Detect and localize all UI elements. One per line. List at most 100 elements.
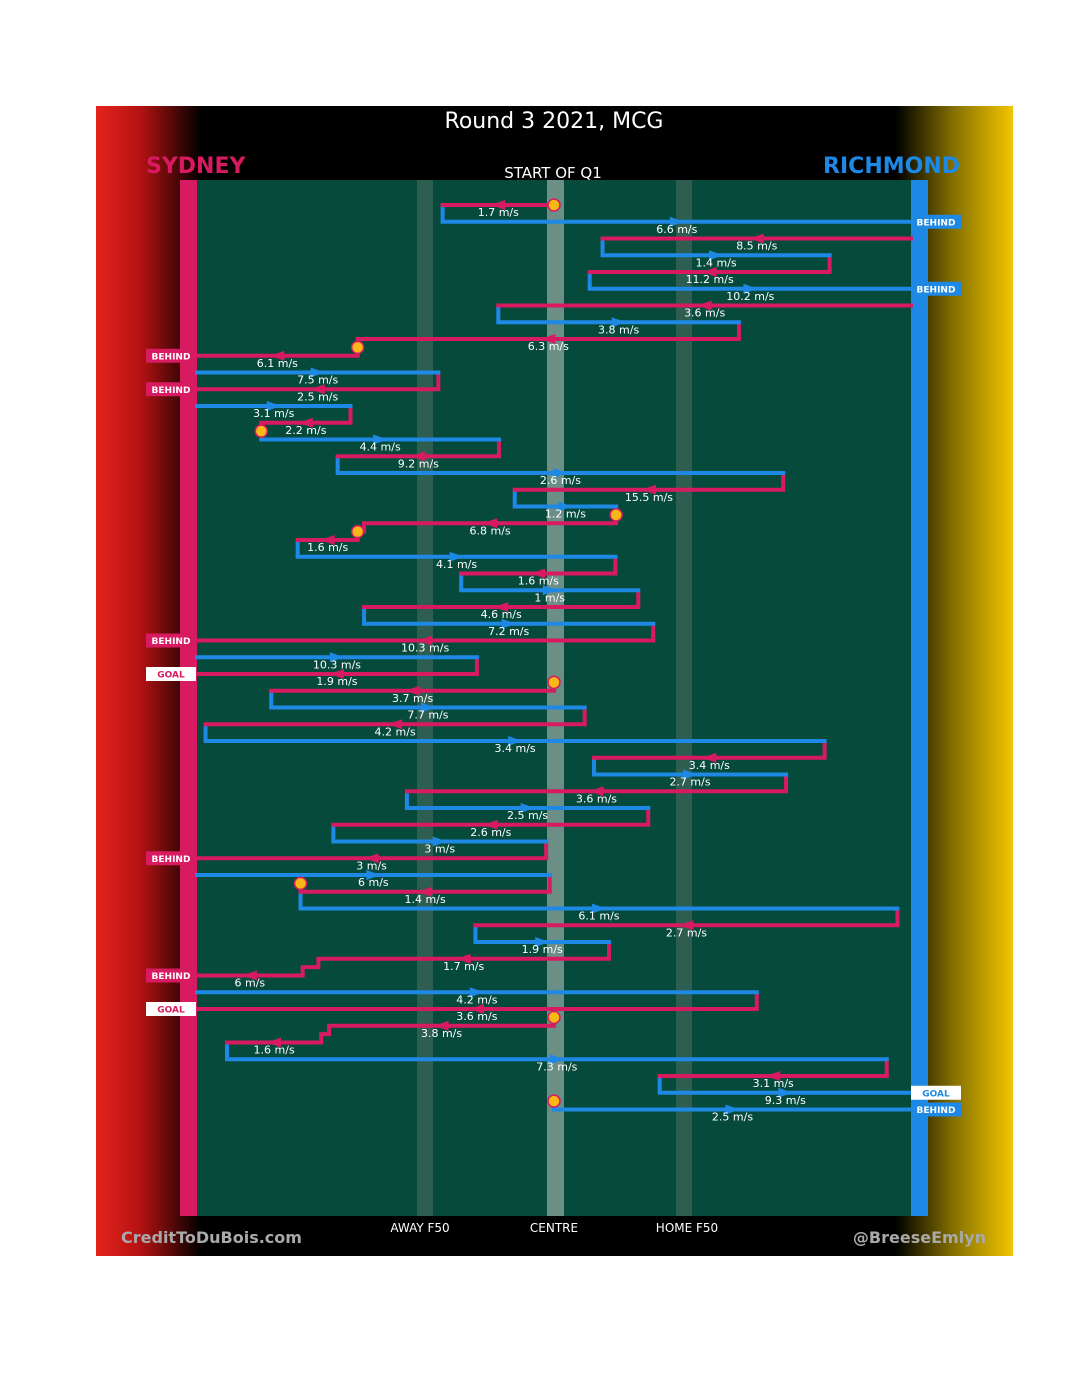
direction-arrow: [267, 1037, 282, 1048]
direction-arrow: [329, 669, 344, 679]
direction-arrow: [508, 736, 523, 746]
speed-label: 4.1 m/s: [436, 558, 477, 571]
ball-up-marker: [609, 508, 623, 522]
speed-label: 2.6 m/s: [540, 474, 581, 487]
direction-arrow: [709, 250, 724, 261]
behind-tag: [146, 382, 196, 397]
direction-arrow: [310, 384, 325, 395]
home-f50-band: [676, 180, 692, 1216]
speed-label: 3.1 m/s: [253, 407, 294, 420]
speed-label: 3.4 m/s: [689, 759, 730, 772]
direction-arrow: [388, 719, 403, 730]
score-tag-label: BEHIND: [152, 855, 191, 865]
direction-arrow: [469, 987, 484, 998]
behind-tag: [146, 633, 196, 648]
chain-connector: [300, 958, 321, 976]
speed-label: 1.6 m/s: [307, 541, 348, 554]
speed-label: 7.5 m/s: [297, 374, 338, 387]
score-tag-label: BEHIND: [152, 386, 191, 396]
ball-up-marker: [350, 340, 365, 355]
speed-label: 7.2 m/s: [488, 625, 529, 638]
direction-arrow: [542, 585, 557, 596]
direction-arrow: [483, 518, 498, 529]
direction-arrow: [373, 434, 388, 445]
speed-label: 2.5 m/s: [507, 809, 548, 822]
score-tag-label: BEHIND: [917, 218, 956, 228]
ball-up-marker: [293, 876, 308, 891]
score-tag-label: GOAL: [922, 1089, 950, 1099]
ball-up-marker: [547, 1094, 561, 1108]
speed-label: 6.8 m/s: [470, 524, 511, 537]
speed-label: 1.2 m/s: [545, 508, 586, 521]
speed-label: 15.5 m/s: [625, 491, 673, 504]
speed-label: 6.1 m/s: [578, 910, 619, 923]
speed-label: 3.6 m/s: [576, 792, 617, 805]
direction-arrow: [242, 970, 257, 981]
direction-arrow: [679, 920, 694, 931]
speed-label: 3.7 m/s: [392, 692, 433, 705]
period-label: START OF Q1: [504, 164, 602, 182]
direction-arrow: [469, 1004, 484, 1014]
behind-tag: [146, 968, 196, 983]
speed-label: 6.3 m/s: [528, 340, 569, 353]
speed-label: 7.3 m/s: [536, 1060, 577, 1073]
direction-arrow: [702, 752, 717, 763]
speed-label: 6 m/s: [235, 977, 266, 990]
speed-label: 4.2 m/s: [375, 725, 416, 738]
direction-arrow: [541, 334, 556, 344]
direction-arrow: [494, 602, 509, 612]
speed-label: 6.6 m/s: [656, 223, 697, 236]
score-tag-label: BEHIND: [917, 285, 956, 295]
speed-label: 6 m/s: [358, 876, 389, 889]
direction-arrow: [329, 652, 344, 663]
speed-label: 3 m/s: [424, 843, 455, 856]
direction-arrow: [766, 1071, 781, 1081]
away-f50-label: AWAY F50: [390, 1221, 449, 1235]
ball-up-marker: [254, 424, 269, 438]
chain-connector: [319, 1025, 332, 1043]
score-tag-label: BEHIND: [152, 352, 191, 362]
speed-label: 4.2 m/s: [456, 993, 497, 1006]
speed-label: 3.8 m/s: [598, 323, 639, 336]
speed-label: 11.2 m/s: [686, 273, 734, 286]
direction-arrow: [320, 535, 335, 545]
direction-arrow: [483, 819, 498, 830]
direction-arrow: [778, 1087, 793, 1098]
speed-label: 9.3 m/s: [765, 1094, 806, 1107]
speed-label: 7.7 m/s: [407, 709, 448, 722]
goal-tag: [146, 1002, 196, 1016]
richmond-team-label: RICHMOND: [823, 154, 960, 179]
direction-arrow: [641, 484, 656, 495]
speed-label: 2.2 m/s: [285, 424, 326, 437]
direction-arrow: [418, 886, 433, 897]
speed-label: 10.3 m/s: [401, 642, 449, 655]
speed-label: 1.7 m/s: [443, 960, 484, 973]
direction-arrow: [553, 468, 568, 478]
credit-right: @BreeseEmlyn: [853, 1228, 986, 1247]
direction-arrow: [611, 317, 626, 328]
direction-arrow: [420, 702, 435, 713]
speed-label: 1.9 m/s: [316, 675, 357, 688]
direction-arrow: [432, 836, 447, 847]
direction-arrow: [549, 1054, 564, 1065]
direction-arrow: [725, 1104, 740, 1115]
direction-arrow: [266, 401, 281, 411]
speed-label: 3.6 m/s: [684, 307, 725, 320]
sydney-team-label: SYDNEY: [146, 154, 246, 179]
speed-label: 2.6 m/s: [470, 826, 511, 839]
home-f50-label: HOME F50: [656, 1221, 718, 1235]
direction-arrow: [591, 903, 606, 914]
direction-arrow: [520, 803, 535, 813]
direction-arrow: [456, 953, 471, 964]
poster: Round 3 2021, MCG SYDNEY RICHMOND START …: [96, 106, 1013, 1256]
direction-arrow: [669, 216, 684, 227]
speed-label: 2.7 m/s: [669, 776, 710, 789]
speed-label: 10.3 m/s: [313, 658, 361, 671]
direction-arrow: [749, 233, 764, 244]
speed-label: 4.4 m/s: [360, 441, 401, 454]
direction-arrow: [697, 300, 712, 311]
goal-tag: [146, 667, 196, 681]
speed-label: 1.7 m/s: [478, 206, 519, 219]
chain-chart: Round 3 2021, MCG SYDNEY RICHMOND START …: [121, 109, 986, 1247]
